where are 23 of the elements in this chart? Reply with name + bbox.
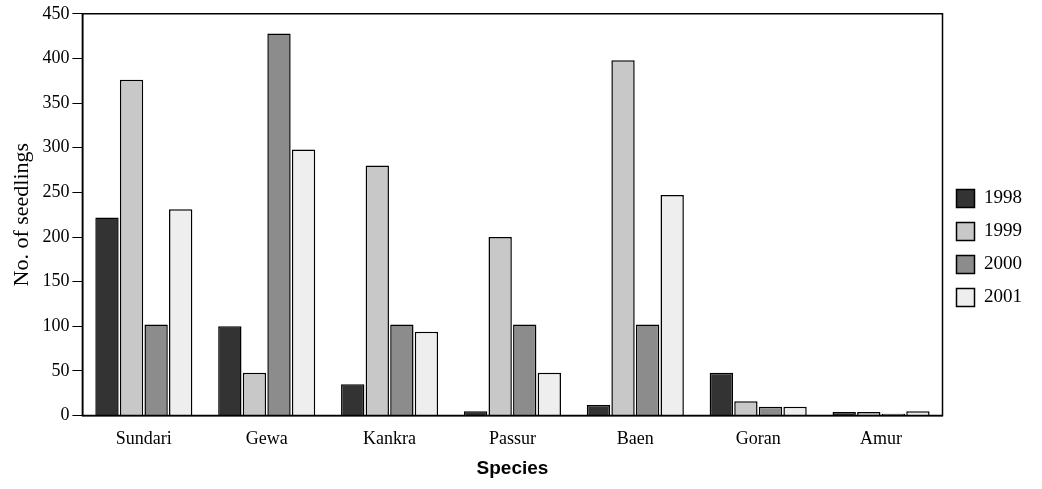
x-axis-title: Species xyxy=(476,456,549,478)
y-tick-label: 100 xyxy=(42,315,70,336)
x-tick-label: Gewa xyxy=(245,428,288,449)
y-tick-label: 450 xyxy=(42,2,70,23)
y-tick-label: 350 xyxy=(42,91,70,112)
x-tick-label: Passur xyxy=(488,428,536,449)
x-tick-label: Sundari xyxy=(115,428,172,449)
y-tick-label: 0 xyxy=(60,404,70,425)
y-tick-label: 200 xyxy=(42,225,70,246)
legend-label: 2001 xyxy=(984,285,1022,307)
x-tick-label: Amur xyxy=(860,428,903,449)
y-tick-label: 250 xyxy=(42,181,70,202)
x-tick-label: Baen xyxy=(616,428,654,449)
y-tick-label: 300 xyxy=(42,136,70,157)
y-tick-label: 400 xyxy=(42,47,70,68)
y-tick-label: 150 xyxy=(42,270,70,291)
legend-label: 1998 xyxy=(984,186,1022,208)
x-tick-label: Goran xyxy=(735,428,781,449)
legend-label: 2000 xyxy=(984,252,1022,274)
y-axis-title: No. of seedlings xyxy=(7,142,33,287)
y-tick-label: 50 xyxy=(51,359,70,380)
x-tick-label: Kankra xyxy=(363,428,417,449)
legend-label: 1999 xyxy=(984,219,1022,241)
